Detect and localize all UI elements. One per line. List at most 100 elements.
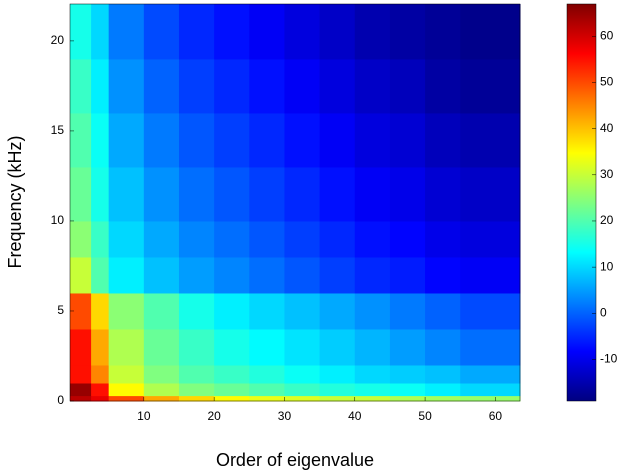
heatmap-cell [214, 328, 250, 366]
x-tick-label: 20 [207, 409, 221, 423]
heatmap-cell [425, 220, 461, 258]
heatmap-cell [319, 292, 356, 330]
heatmap-cell [389, 58, 426, 114]
heatmap-cell [319, 220, 356, 258]
heatmap-cell [108, 328, 145, 366]
heatmap-cell [70, 112, 92, 168]
heatmap-cell [284, 166, 321, 222]
colorbar-tick-label: 30 [600, 167, 614, 181]
heatmap-cell [284, 256, 321, 294]
heatmap-cell [108, 4, 145, 60]
colorbar-tick-label: 40 [600, 121, 614, 135]
heatmap-cell [214, 292, 250, 330]
heatmap-cell [91, 166, 110, 222]
plot-frame [69, 3, 521, 402]
heatmap-cell [354, 395, 391, 402]
heatmap-cell [389, 382, 426, 397]
heatmap-cell [178, 166, 215, 222]
heatmap-cell [108, 166, 145, 222]
heatmap-cell [70, 328, 92, 366]
heatmap-cell [91, 364, 110, 384]
heatmap-cell [214, 112, 250, 168]
heatmap-cell [319, 112, 356, 168]
heatmap-cell [178, 382, 215, 397]
heatmap-cell [319, 4, 356, 60]
heatmap-cell [70, 58, 92, 114]
x-tick-label: 30 [278, 409, 292, 423]
heatmap-cell [249, 166, 285, 222]
heatmap-cell [460, 364, 521, 384]
colorbar-tick-label: 10 [600, 259, 614, 273]
colorbar [566, 3, 597, 402]
heatmap-cell [143, 292, 180, 330]
heatmap-cell [91, 220, 110, 258]
heatmap-cell [460, 166, 521, 222]
heatmap-cell [460, 292, 521, 330]
heatmap-cell [91, 382, 110, 397]
x-tick-label: 60 [489, 409, 503, 423]
heatmap-cell [143, 220, 180, 258]
heatmap-cell [178, 58, 215, 114]
y-tick-label: 5 [57, 303, 64, 317]
heatmap-cell [460, 220, 521, 258]
heatmap-cell [108, 58, 145, 114]
y-axis-label: Frequency (kHz) [5, 135, 25, 268]
heatmap-cell [178, 4, 215, 60]
heatmap-cell [70, 4, 92, 60]
heatmap-cell [460, 256, 521, 294]
heatmap-cell [354, 364, 391, 384]
heatmap-cell [70, 166, 92, 222]
heatmap-cell [425, 256, 461, 294]
heatmap-cell [319, 166, 356, 222]
heatmap-cell [284, 395, 321, 402]
heatmap-cell [460, 112, 521, 168]
heatmap-cell [178, 395, 215, 402]
heatmap-cell [319, 58, 356, 114]
heatmap-cell [425, 112, 461, 168]
heatmap-cell [354, 220, 391, 258]
heatmap-cell [108, 256, 145, 294]
heatmap-cell [425, 382, 461, 397]
heatmap-cell [214, 4, 250, 60]
colorbar-tick-label: 20 [600, 213, 614, 227]
x-tick-label: 50 [418, 409, 432, 423]
heatmap-cell [143, 328, 180, 366]
heatmap-cell [284, 292, 321, 330]
colorbar-tick-label: 50 [600, 75, 614, 89]
heatmap-cell [389, 4, 426, 60]
heatmap-cell [284, 382, 321, 397]
heatmap-cell [319, 364, 356, 384]
heatmap-cell [108, 220, 145, 258]
heatmap-cell [389, 112, 426, 168]
heatmap-cell [249, 364, 285, 384]
heatmap-cell [108, 112, 145, 168]
heatmap-cell [70, 256, 92, 294]
heatmap-cell [389, 395, 426, 402]
heatmap-cell [389, 364, 426, 384]
heatmap-cell [284, 4, 321, 60]
heatmap-cell [389, 166, 426, 222]
heatmap-cell [319, 328, 356, 366]
heatmap-cell [249, 4, 285, 60]
heatmap-cell [284, 364, 321, 384]
heatmap-cell [214, 382, 250, 397]
heatmap-cell [214, 256, 250, 294]
heatmap-cell [143, 364, 180, 384]
heatmap-cell [389, 220, 426, 258]
heatmap-cell [70, 395, 92, 402]
heatmap-cell [319, 395, 356, 402]
heatmap-cell [91, 256, 110, 294]
x-axis-label: Order of eigenvalue [216, 450, 374, 470]
heatmap-cell [249, 112, 285, 168]
heatmap-cell [249, 220, 285, 258]
heatmap-cell [425, 58, 461, 114]
heatmap-cell [178, 364, 215, 384]
heatmap-cell [425, 364, 461, 384]
heatmap-cell [284, 58, 321, 114]
heatmap-cell [178, 220, 215, 258]
heatmap-cell [91, 58, 110, 114]
heatmap-cell [70, 220, 92, 258]
heatmap-cell [319, 382, 356, 397]
heatmap-cell [425, 292, 461, 330]
